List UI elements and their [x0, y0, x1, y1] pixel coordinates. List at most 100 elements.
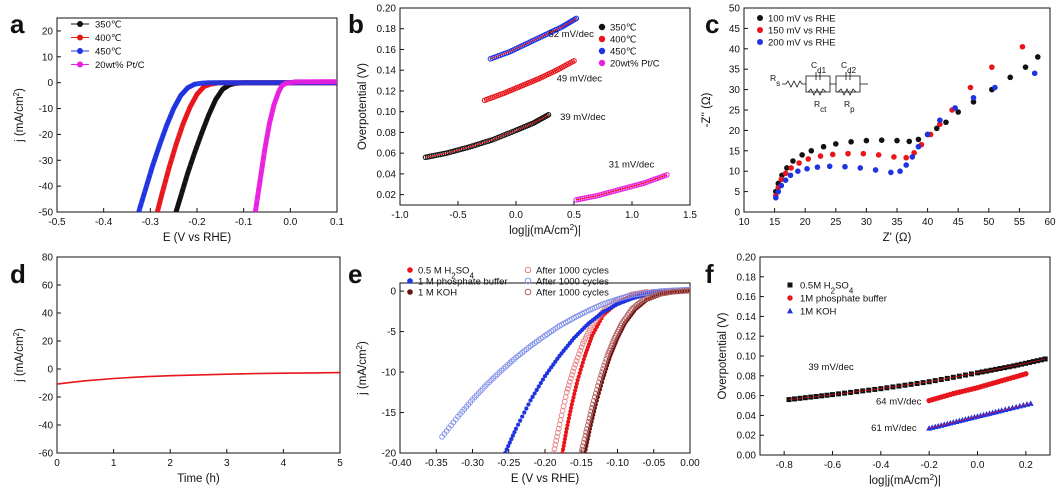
data-point	[263, 141, 269, 146]
y-axis-label: j (mA/cm2)	[355, 341, 370, 396]
x-tick-label: 0.1	[330, 217, 344, 228]
label-part: )	[14, 328, 26, 332]
y-tick-label: 0.20	[737, 253, 757, 264]
data-point	[545, 111, 552, 118]
data-point	[183, 176, 189, 182]
legend-label: After 1000 cycles	[536, 277, 609, 288]
data-point	[173, 209, 179, 212]
data-point	[180, 121, 186, 127]
label-part: Overpotential (V)	[357, 63, 369, 150]
data-point	[568, 375, 574, 382]
data-point	[799, 152, 805, 158]
plot-frame	[399, 282, 691, 454]
data-point	[570, 398, 575, 404]
y-tick-label: -20	[39, 393, 54, 404]
legend-marker	[757, 15, 763, 21]
data-point	[605, 350, 612, 357]
x-tick-label: -0.2	[188, 217, 206, 228]
label-part: )|	[574, 225, 581, 237]
data-point	[544, 371, 550, 376]
data-point	[654, 291, 661, 298]
y-tick-label: 0.04	[737, 411, 757, 422]
y-tick-label: 40	[729, 44, 741, 55]
data-point	[796, 160, 802, 166]
data-point	[952, 105, 958, 111]
label-part: C	[841, 60, 847, 70]
y-tick-label: -30	[39, 156, 54, 167]
label-cd2: Cd2	[841, 60, 857, 75]
data-point	[805, 156, 812, 162]
data-point	[264, 134, 270, 140]
data-point	[569, 405, 574, 410]
slope-annotation: 39 mV/dec	[808, 362, 854, 373]
x-tick-label: 4	[281, 458, 287, 469]
data-point	[186, 109, 191, 114]
label-part: SO	[456, 266, 470, 277]
data-point	[191, 98, 196, 103]
label-part: 4	[469, 271, 474, 280]
series-group	[773, 43, 1041, 201]
data-point	[550, 450, 557, 453]
x-tick-label: 0.0	[509, 210, 523, 221]
data-point	[773, 194, 779, 201]
data-point	[182, 117, 187, 123]
data-point	[782, 170, 789, 177]
data-point	[804, 165, 810, 172]
data-point	[580, 439, 587, 446]
y-tick-label: 20	[729, 126, 741, 137]
legend-label: After 1000 cycles	[536, 288, 609, 299]
label-part: 1M phosphate buffer	[800, 294, 887, 305]
data-point	[658, 290, 665, 297]
data-point	[524, 406, 529, 411]
legend-marker	[524, 288, 532, 296]
legend-label: 20wt% Pt/C	[610, 59, 660, 70]
y-tick-label: 0.06	[737, 391, 757, 402]
data-point	[261, 155, 266, 160]
data-point	[664, 289, 671, 296]
data-point	[560, 403, 567, 410]
data-point	[588, 408, 595, 415]
data-point	[148, 169, 154, 174]
data-point	[141, 192, 147, 197]
series-group	[439, 286, 690, 453]
panel-d: 0 1 2 3 4 5 -60 -40 -20 0 20 40 60 80 d Time (h) j (mA/c…	[10, 253, 343, 486]
label-part: After 1000 cycles	[536, 277, 609, 288]
legend-label: 1 M KOH	[418, 288, 457, 299]
x-tick-label: 0.0	[971, 460, 985, 471]
data-point	[915, 136, 922, 143]
x-tick-label: -0.2	[921, 460, 939, 471]
label-part: C	[811, 60, 817, 70]
data-point	[629, 292, 635, 298]
label-part: 2	[570, 223, 575, 232]
y-tick-label: 0.08	[377, 128, 397, 139]
x-tick-label: -0.25	[497, 458, 520, 469]
data-point	[206, 112, 211, 118]
data-point	[637, 290, 644, 297]
legend-label: 0.5 M H2SO4	[418, 266, 474, 281]
data-point	[192, 150, 197, 155]
y-tick-label: 0.00	[737, 451, 757, 462]
label-part: log|j(mA/cm	[509, 225, 570, 237]
x-tick-label: 35	[891, 217, 903, 228]
data-point	[860, 150, 867, 157]
legend-label: 400℃	[610, 35, 637, 46]
slope-annotation: 52 mV/dec	[548, 29, 594, 40]
legend-label: 400℃	[95, 33, 122, 44]
legend-label: 450℃	[95, 47, 122, 58]
y-tick-label: 0.14	[737, 312, 757, 323]
label-rp: Rp	[844, 99, 855, 114]
data-point	[571, 365, 577, 371]
data-point	[170, 154, 175, 159]
x-tick-label: -0.15	[570, 458, 593, 469]
data-point	[538, 380, 543, 386]
data-point	[662, 290, 669, 296]
label-part: 2	[451, 271, 456, 280]
data-point	[204, 117, 210, 122]
x-axis-label: E (V vs RHE)	[511, 473, 580, 485]
y-tick-label: 0.12	[737, 332, 757, 343]
fit-line	[929, 403, 1031, 429]
data-point	[572, 361, 579, 368]
data-point	[573, 15, 580, 22]
plot-frame	[399, 7, 691, 206]
data-point	[817, 153, 824, 159]
